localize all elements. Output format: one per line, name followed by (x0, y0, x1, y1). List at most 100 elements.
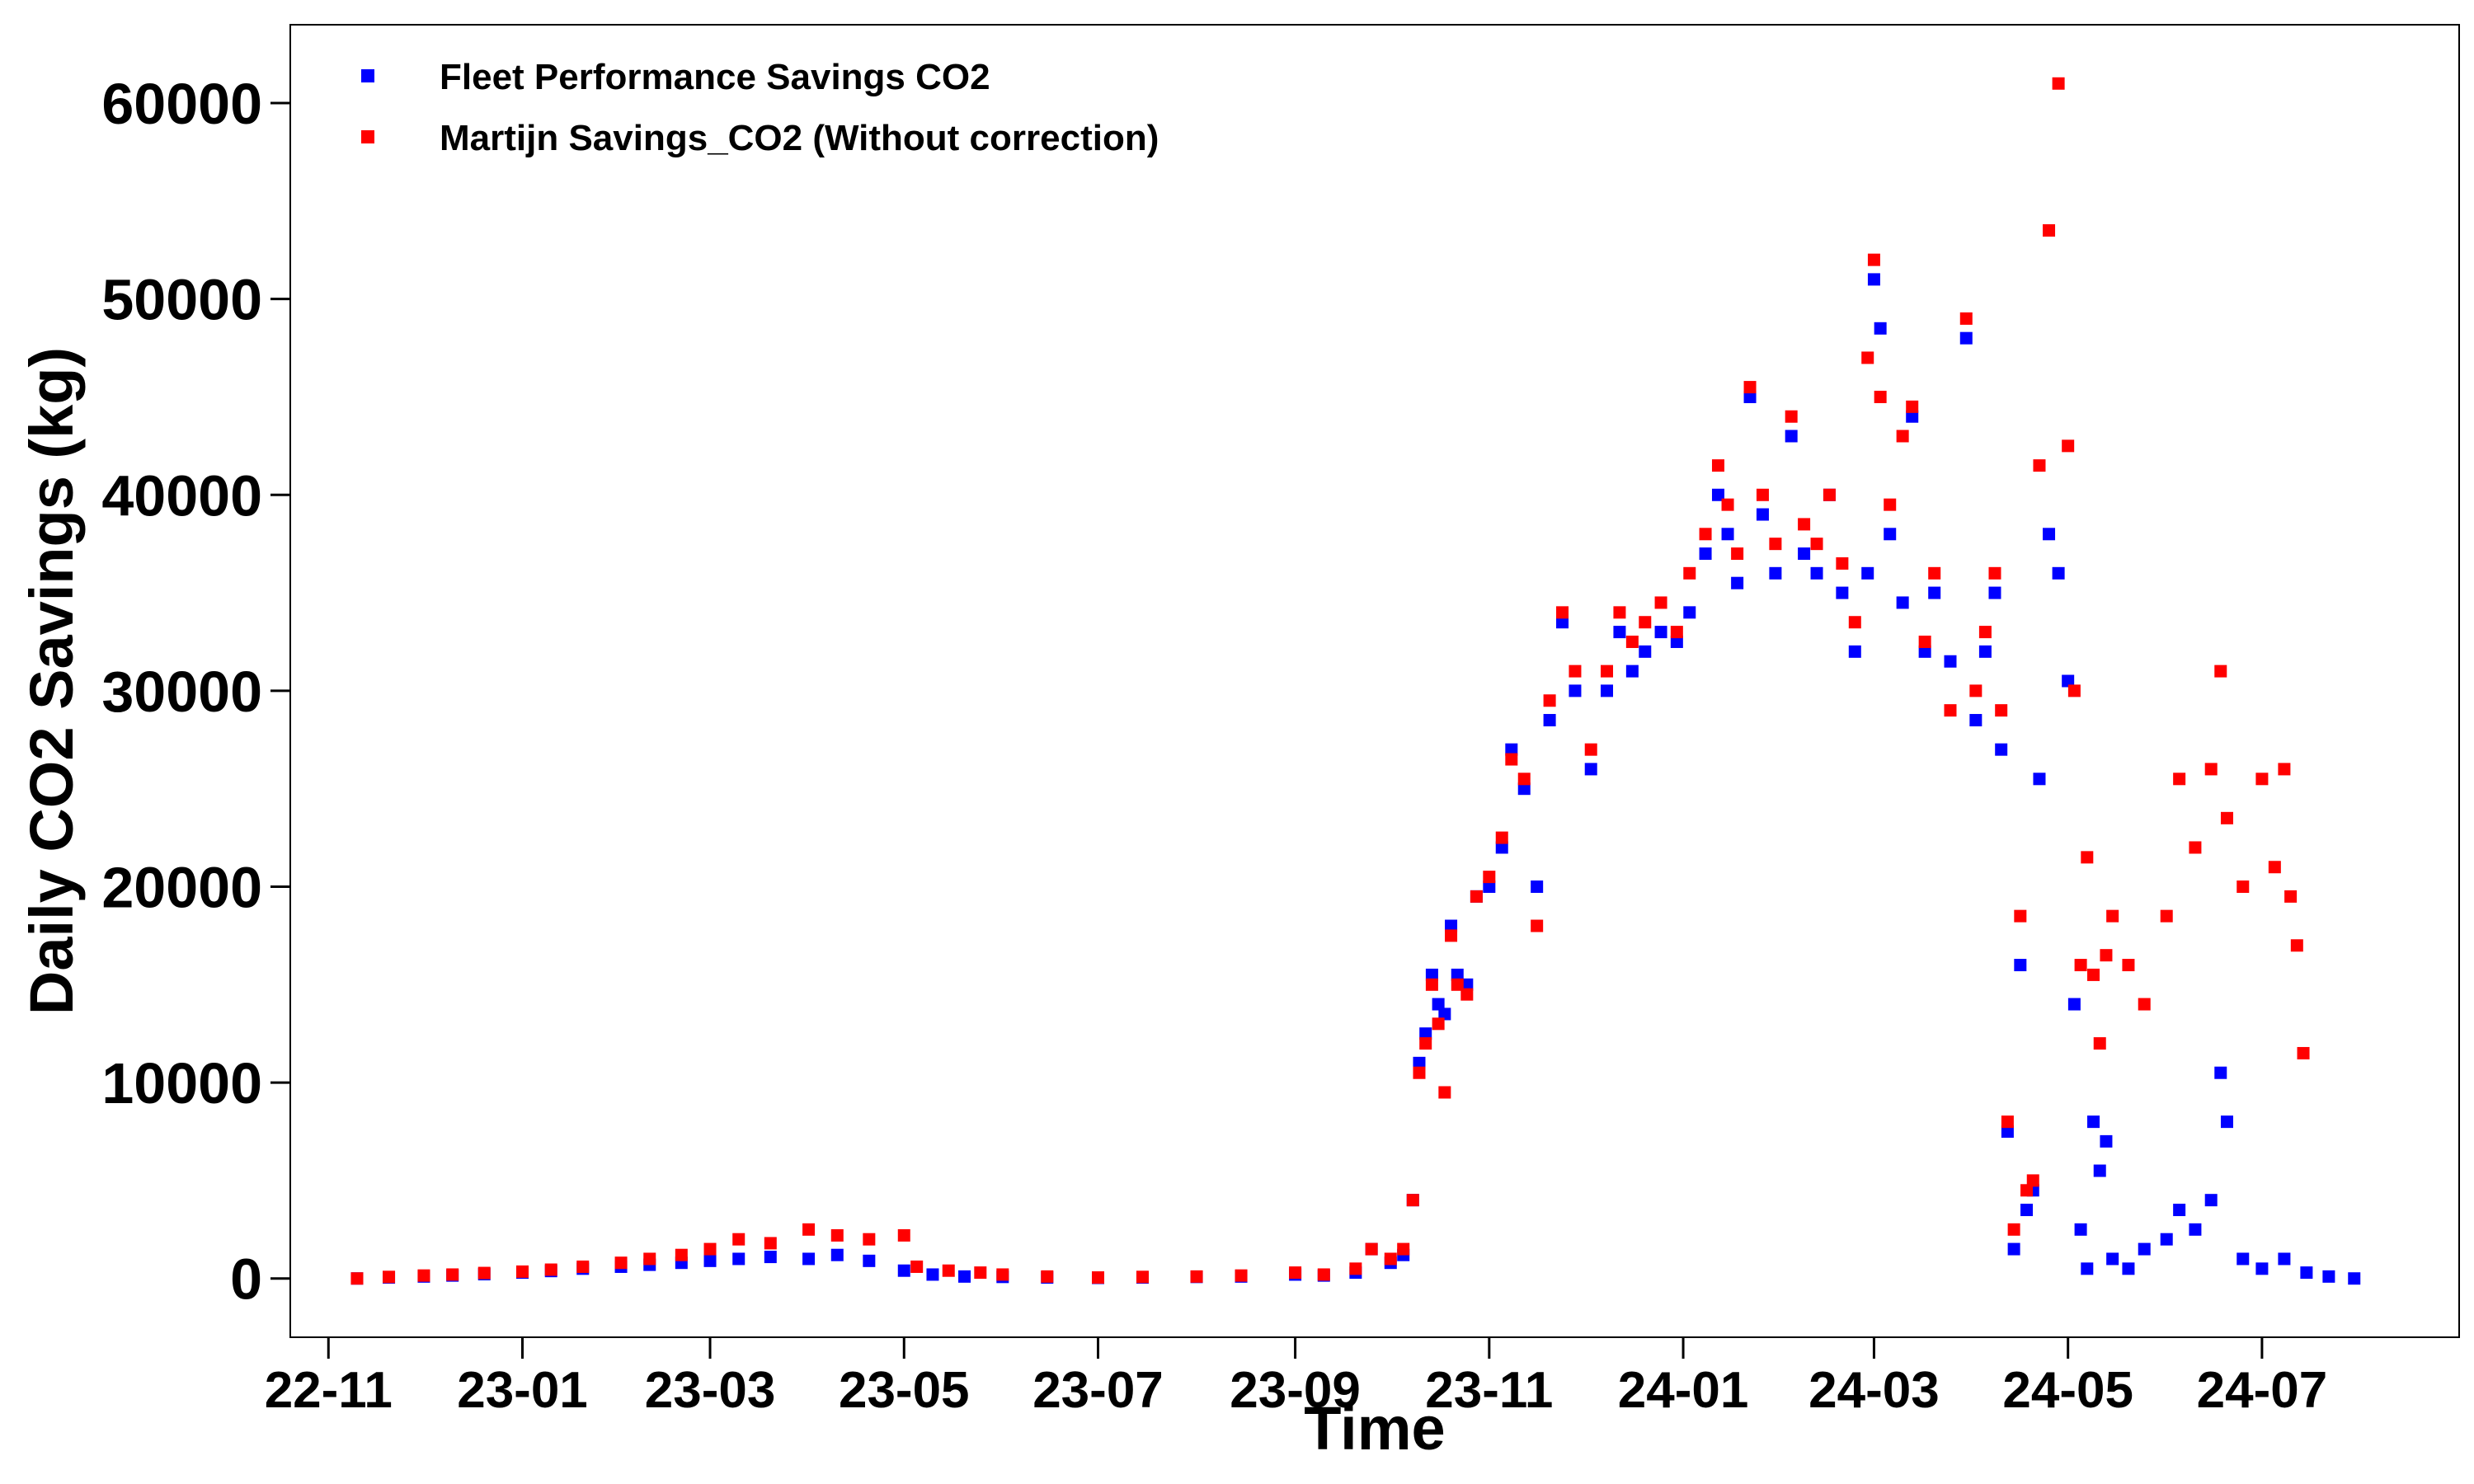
data-point (1918, 645, 1931, 658)
data-point (2122, 1262, 2135, 1275)
data-point (1670, 635, 1683, 648)
data-point (1460, 978, 1474, 991)
data-point (1711, 488, 1724, 501)
data-point (1978, 626, 1992, 639)
y-tick-label: 60000 (101, 72, 262, 136)
data-point (2255, 773, 2269, 786)
data-point (2100, 1134, 2113, 1148)
data-point (1601, 684, 1614, 697)
data-point (830, 1228, 844, 1242)
data-point (1413, 1066, 1426, 1079)
data-point (2160, 909, 2173, 923)
data-point (1988, 586, 2001, 599)
data-point (703, 1242, 717, 1256)
data-point (1625, 635, 1639, 648)
data-point (1460, 988, 1474, 1001)
data-point (1683, 566, 1696, 580)
data-point (1289, 1266, 1302, 1280)
data-point (2173, 1204, 2186, 1217)
legend-marker (361, 69, 374, 82)
data-point (1995, 743, 2008, 756)
data-point (1874, 390, 1887, 403)
data-point (1517, 782, 1531, 796)
data-point (703, 1254, 717, 1267)
data-point (1874, 322, 1887, 335)
data-point (1495, 831, 1508, 844)
data-point (1556, 606, 1569, 619)
y-tick-label: 0 (230, 1247, 262, 1312)
x-tick-label: 23-07 (1032, 1362, 1164, 1419)
data-point (1425, 968, 1438, 981)
y-tick-label: 20000 (101, 855, 262, 919)
data-point (974, 1266, 987, 1280)
data-point (1721, 528, 1734, 541)
data-point (1867, 273, 1880, 286)
data-point (2348, 1272, 2361, 1285)
data-point (1969, 684, 1982, 697)
data-point (2278, 1252, 2291, 1266)
data-point (1349, 1262, 1362, 1275)
data-point (1639, 616, 1652, 629)
data-point (1483, 871, 1496, 884)
data-point (1397, 1242, 1410, 1256)
data-point (2052, 566, 2065, 580)
data-point (1988, 566, 2001, 580)
data-point (1731, 576, 1744, 589)
data-point (1969, 714, 1982, 727)
data-point (2236, 1252, 2250, 1266)
data-point (2255, 1262, 2269, 1275)
data-point (1438, 1007, 1451, 1021)
data-point (1944, 704, 1957, 717)
data-point (1235, 1269, 1248, 1282)
data-point (643, 1252, 656, 1266)
data-point (897, 1228, 910, 1242)
data-point (1785, 410, 1798, 423)
data-point (1928, 586, 1941, 599)
data-point (2322, 1270, 2335, 1283)
data-point (2062, 439, 2075, 453)
data-point (1861, 566, 1874, 580)
data-point (2001, 1125, 2014, 1139)
data-point (544, 1263, 557, 1276)
data-point (910, 1260, 924, 1273)
x-tick-label: 22-11 (265, 1362, 393, 1419)
data-point (2052, 77, 2065, 90)
data-point (2087, 1115, 2100, 1129)
data-point (1896, 596, 1909, 609)
data-point (1495, 841, 1508, 854)
data-point (1978, 645, 1992, 658)
legend-marker (361, 130, 374, 143)
data-point (1785, 430, 1798, 443)
data-point (1743, 390, 1757, 403)
data-point (2014, 959, 2027, 972)
data-point (2106, 909, 2119, 923)
data-point (1445, 929, 1458, 942)
data-point (477, 1266, 491, 1280)
data-point (1810, 566, 1823, 580)
data-point (1798, 518, 1811, 531)
x-tick-label: 23-05 (839, 1362, 970, 1419)
y-axis-title: Daily CO2 Savings (kg) (17, 347, 86, 1015)
data-point (1569, 665, 1582, 678)
data-point (1384, 1252, 1397, 1266)
data-point (1848, 645, 1861, 658)
data-point (1823, 488, 1836, 501)
data-point (996, 1268, 1009, 1281)
data-point (1756, 508, 1769, 521)
data-point (863, 1254, 876, 1267)
data-point (1543, 714, 1556, 727)
data-point (2081, 851, 2094, 864)
data-point (764, 1237, 777, 1250)
data-point (1670, 626, 1683, 639)
data-point (1505, 753, 1518, 766)
data-point (1406, 1194, 1419, 1207)
data-point (1769, 566, 1782, 580)
data-points (350, 77, 2361, 1285)
data-point (2062, 674, 2075, 688)
data-point (2007, 1223, 2020, 1236)
data-point (1470, 890, 1483, 903)
data-point (802, 1223, 816, 1236)
data-point (2074, 1223, 2087, 1236)
data-point (614, 1256, 628, 1270)
